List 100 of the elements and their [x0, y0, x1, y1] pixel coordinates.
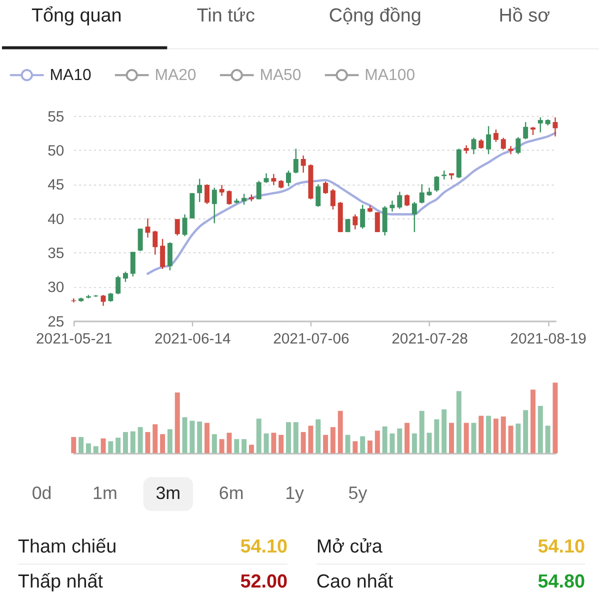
bar — [404, 422, 410, 454]
legend-label: MA50 — [260, 67, 302, 84]
bar — [293, 422, 298, 454]
candlestick — [434, 175, 440, 192]
candlestick — [538, 116, 543, 133]
bar — [145, 432, 150, 454]
bar — [212, 434, 217, 454]
candlestick — [293, 148, 298, 174]
candlestick — [330, 188, 336, 210]
candlestick — [160, 238, 166, 270]
bar — [256, 418, 262, 454]
candlestick — [493, 128, 498, 142]
bar — [412, 433, 417, 454]
category-label: 5y — [348, 483, 368, 504]
candlestick — [397, 191, 402, 210]
candlestick — [552, 116, 558, 138]
bar — [471, 422, 476, 454]
candlestick — [345, 218, 350, 233]
y-tick-label: 45 — [48, 176, 64, 194]
bar — [493, 418, 498, 454]
candlestick — [123, 271, 128, 283]
bar — [419, 410, 424, 454]
bar — [390, 433, 395, 454]
category-label: 0d — [32, 483, 52, 504]
bar — [523, 410, 528, 454]
legend-label: MA100 — [364, 67, 416, 84]
bar — [93, 446, 98, 454]
bar — [271, 432, 276, 454]
candlestick — [256, 180, 262, 200]
bar — [449, 422, 454, 454]
bar — [500, 416, 506, 454]
candlestick — [116, 275, 121, 295]
bar — [442, 409, 447, 454]
candlestick — [390, 200, 395, 212]
candlestick — [138, 228, 143, 252]
bar — [300, 432, 306, 454]
bar — [352, 441, 358, 454]
candlestick — [500, 137, 506, 150]
category-label: Tham chiếu — [18, 536, 117, 558]
candlestick — [471, 137, 476, 155]
legend-label: MA10 — [50, 67, 92, 84]
category-label: 3m — [156, 483, 181, 504]
candlestick — [264, 172, 269, 184]
category-label: Thấp nhất — [18, 572, 104, 593]
category-label: Cao nhất — [316, 572, 394, 593]
text: 54.10 — [538, 536, 586, 558]
bar — [226, 432, 232, 454]
y-tick-label: 40 — [48, 210, 64, 228]
bar — [278, 434, 284, 454]
category-label: Cộng đồng — [328, 5, 422, 26]
candlestick — [152, 230, 158, 256]
bar — [108, 441, 114, 454]
candlestick — [271, 173, 276, 186]
bar — [204, 422, 210, 454]
candlestick — [145, 218, 150, 238]
candlestick — [174, 218, 180, 236]
bar — [434, 419, 440, 454]
bar — [234, 439, 240, 454]
x-tick-label: 2021-07-06 — [273, 330, 350, 348]
bar — [219, 439, 224, 454]
y-tick-label: 50 — [48, 142, 64, 160]
bar — [538, 406, 543, 454]
candlestick — [100, 294, 106, 306]
candlestick — [419, 184, 424, 204]
bar — [130, 431, 136, 454]
bar — [264, 433, 269, 454]
bar — [552, 382, 558, 454]
bar — [545, 426, 550, 454]
candlestick — [130, 251, 136, 278]
category-label: Hồ sơ — [498, 5, 550, 26]
category-label: Mở cửa — [316, 536, 383, 558]
x-tick-label: 2021-05-21 — [36, 330, 112, 348]
bar — [152, 424, 158, 454]
bar — [345, 434, 350, 454]
x-tick-label: 2021-08-19 — [510, 330, 586, 348]
bar — [100, 438, 106, 454]
bar — [368, 440, 372, 454]
y-tick-label: 55 — [48, 108, 64, 126]
bar — [360, 436, 366, 454]
candlestick — [516, 136, 521, 155]
bar — [242, 439, 247, 454]
candlestick — [323, 180, 328, 194]
bar — [167, 429, 172, 454]
bar — [374, 430, 380, 454]
candlestick — [478, 138, 484, 150]
y-tick-label: 30 — [48, 279, 64, 296]
candlestick — [523, 121, 528, 140]
bar — [508, 426, 514, 454]
bar — [316, 419, 321, 454]
bar — [174, 392, 180, 454]
bar — [78, 436, 84, 454]
candlestick — [197, 178, 202, 203]
y-tick-label: 25 — [48, 313, 64, 330]
candlestick — [404, 194, 410, 207]
category-label: 1m — [92, 483, 118, 504]
candlestick — [167, 242, 172, 271]
bar — [323, 434, 328, 454]
category-label: 1y — [285, 483, 304, 504]
candlestick — [204, 184, 210, 205]
bar — [397, 428, 402, 454]
